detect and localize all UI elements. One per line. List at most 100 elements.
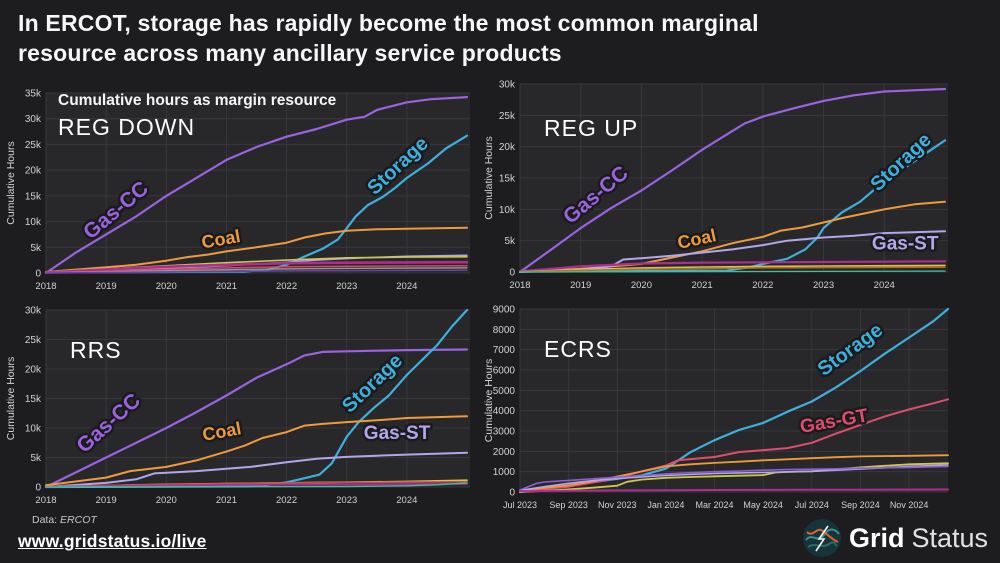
y-tick-label: 7000 — [493, 345, 516, 356]
series-line-gas-cc — [44, 96, 469, 275]
chart-subtitle: Cumulative hours as margin resource — [58, 92, 337, 109]
y-tick-label: 20k — [25, 166, 42, 177]
y-tick-label: 2000 — [493, 447, 516, 458]
data-source-label: Data: — [32, 514, 58, 526]
x-tick-label: 2022 — [752, 280, 773, 291]
y-tick-label: 5000 — [493, 386, 516, 397]
data-source-value: ERCOT — [60, 514, 97, 526]
x-tick-label: 2018 — [509, 280, 530, 291]
x-tick-label: Nov 2023 — [598, 500, 637, 510]
chart-reg-up: 0 5k 10k 15k 20k 25k 30k 2018 2019 2020 2021 2022 20… — [483, 80, 948, 291]
x-tick-label: Nov 2024 — [890, 500, 929, 510]
x-tick-label: Jan 2024 — [647, 500, 684, 510]
x-tick-label: 2023 — [336, 495, 357, 506]
y-tick-label: 10k — [25, 217, 42, 228]
y-axis-label: Cumulative Hours — [5, 141, 17, 224]
x-tick-label: 2024 — [396, 281, 417, 292]
x-tick-label: 2018 — [35, 281, 56, 292]
series-line-unlabeled-teal — [45, 482, 468, 488]
y-tick-label: 15k — [499, 174, 516, 185]
series-annotation-gas-st: Gas-ST — [872, 233, 939, 254]
y-tick-label: 0 — [509, 268, 515, 279]
y-tick-label: 10k — [25, 424, 42, 435]
x-tick-label: 2022 — [276, 281, 297, 292]
series-line-unlabeled-magenta — [518, 260, 947, 273]
x-tick-label: 2023 — [813, 280, 834, 291]
logo-text-status: Status — [911, 522, 988, 553]
series-line-unlabeled-magenta — [45, 482, 468, 488]
x-tick-label: 2019 — [96, 281, 117, 292]
gridstatus-logo-icon — [802, 519, 841, 557]
y-tick-label: 4000 — [493, 406, 516, 417]
x-tick-label: 2021 — [692, 280, 713, 291]
series-line-unlabeled-orange — [519, 454, 949, 492]
chart-title: REG DOWN — [58, 114, 195, 140]
y-tick-label: 30k — [25, 306, 42, 317]
site-link[interactable]: www.gridstatus.io/live — [18, 531, 207, 551]
x-tick-label: Mar 2024 — [696, 500, 734, 510]
chart-reg-down: 0 5k 10k 15k 20k 25k 30k 35k 2018 2019 2020 2021 202… — [5, 89, 470, 292]
series-line-gas-gt — [519, 398, 949, 492]
x-tick-label: 2020 — [631, 280, 652, 291]
series-line-unlabeled-darkorange — [519, 266, 946, 273]
y-tick-label: 25k — [499, 111, 516, 122]
x-tick-label: 2019 — [570, 280, 591, 291]
series-line-unlabeled-purple — [519, 465, 949, 491]
y-tick-label: 15k — [25, 394, 42, 405]
y-tick-label: 0 — [509, 488, 515, 499]
y-tick-label: 20k — [25, 365, 42, 376]
y-tick-label: 20k — [499, 142, 516, 153]
y-tick-label: 6000 — [493, 366, 516, 377]
y-tick-label: 30k — [499, 80, 516, 91]
series-line-unlabeled-gray — [45, 267, 468, 274]
series-line-coal — [45, 415, 468, 487]
series-annotation-gas-st: Gas-ST — [364, 423, 431, 444]
series-line-unlabeled-magenta — [519, 488, 949, 493]
y-tick-label: 0 — [35, 269, 41, 280]
y-tick-label: 1000 — [493, 467, 516, 478]
y-tick-label: 5k — [30, 243, 42, 254]
x-tick-label: Sep 2024 — [841, 500, 880, 510]
gridstatus-logo: Grid Status — [802, 518, 988, 558]
x-tick-label: Jul 2023 — [503, 500, 537, 510]
y-tick-label: 3000 — [493, 427, 516, 438]
y-axis-label: Cumulative Hours — [5, 357, 17, 440]
y-tick-label: 15k — [25, 191, 42, 202]
x-tick-label: 2020 — [156, 281, 177, 292]
series-line-gas-cc — [44, 348, 469, 489]
x-tick-label: May 2024 — [743, 500, 783, 510]
series-line-unlabeled-magenta — [44, 260, 469, 274]
y-tick-label: 0 — [35, 483, 41, 494]
y-tick-label: 25k — [25, 140, 42, 151]
series-line-coal — [519, 200, 946, 273]
y-tick-label: 5k — [504, 236, 516, 247]
y-tick-label: 9000 — [493, 305, 516, 316]
chart-title: RRS — [70, 337, 122, 363]
series-line-gas-st — [45, 451, 468, 488]
chart-title: REG UP — [544, 115, 638, 141]
x-tick-label: Sep 2023 — [549, 500, 588, 510]
x-tick-label: Jul 2024 — [795, 500, 829, 510]
y-tick-label: 25k — [25, 335, 42, 346]
x-tick-label: 2022 — [276, 495, 297, 506]
x-tick-label: 2020 — [156, 495, 177, 506]
data-source-note: Data: ERCOT — [32, 514, 97, 526]
series-line-gas-cc — [518, 87, 947, 274]
x-tick-label: 2019 — [96, 495, 117, 506]
series-line-unlabeled-yellow — [519, 264, 946, 273]
page-title: In ERCOT, storage has rapidly become the… — [18, 10, 759, 67]
series-line-unlabeled-teal — [519, 270, 946, 273]
x-tick-label: 2024 — [396, 495, 417, 506]
y-tick-label: 35k — [25, 89, 42, 100]
logo-text-grid: Grid — [848, 522, 905, 553]
chart-ecrs: 0 1000 2000 3000 4000 5000 6000 7000 8000 9000 Jul… — [483, 305, 950, 510]
y-axis-label: Cumulative Hours — [483, 136, 495, 219]
series-line-unlabeled-darkpurple — [45, 269, 468, 274]
x-tick-label: 2018 — [35, 495, 56, 506]
chart-title: ECRS — [544, 336, 612, 362]
y-tick-label: 30k — [25, 114, 42, 125]
y-axis-label: Cumulative Hours — [483, 359, 495, 442]
y-tick-label: 10k — [499, 205, 516, 216]
chart-rrs: 0 5k 10k 15k 20k 25k 30k 2018 2019 2020 2021 2022 20… — [5, 306, 470, 506]
